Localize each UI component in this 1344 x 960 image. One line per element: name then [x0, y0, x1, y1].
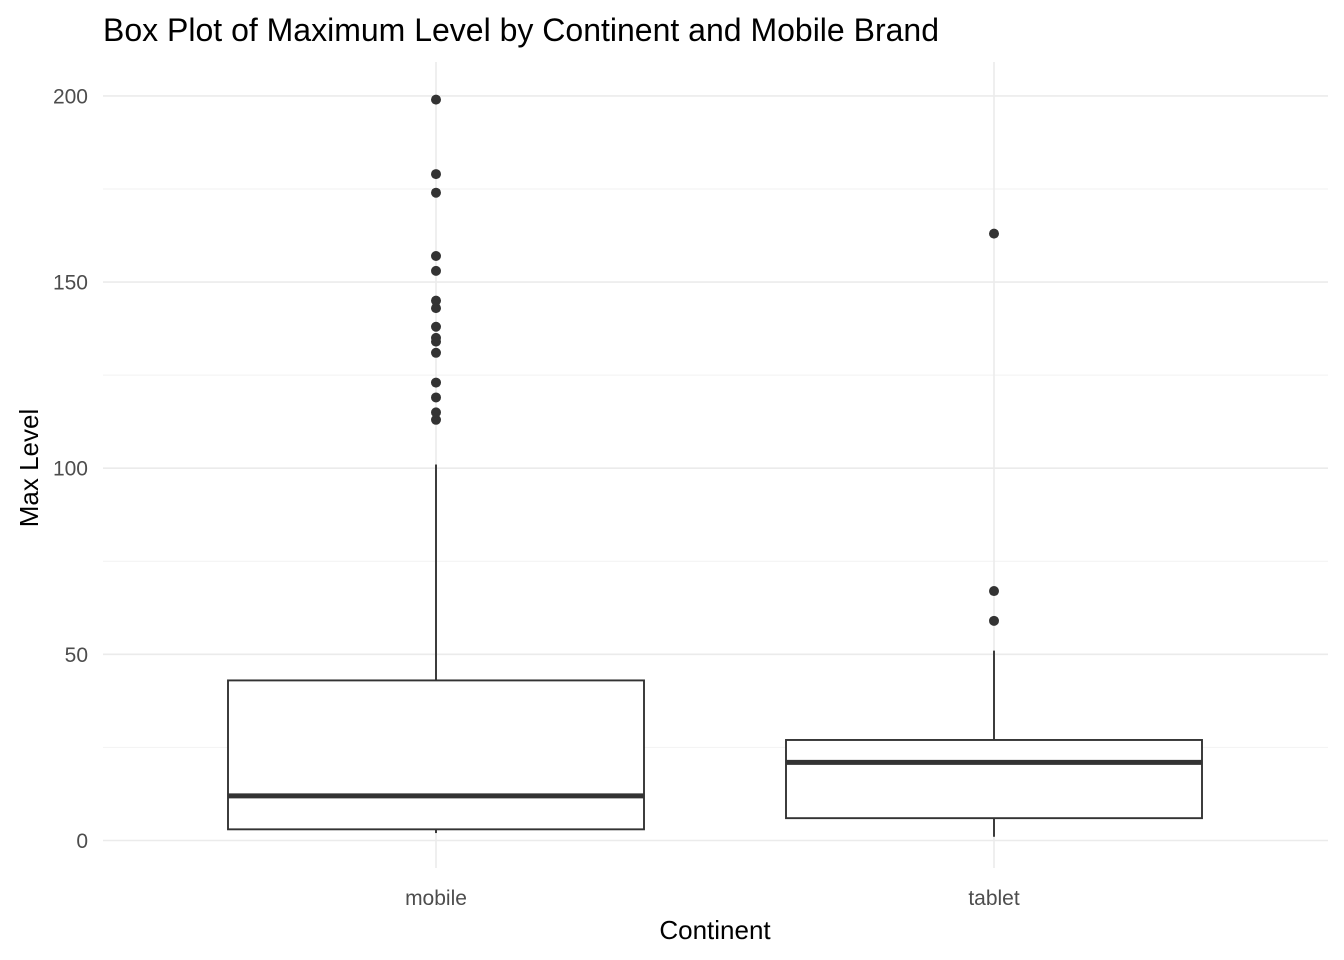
outlier-point: [431, 377, 441, 388]
outlier-point: [431, 321, 441, 332]
y-axis-title: Max Level: [14, 409, 44, 528]
x-axis-title: Continent: [659, 915, 771, 945]
box-iqr: [227, 679, 645, 831]
outlier-point: [989, 615, 999, 626]
box-tablet: [785, 228, 1203, 837]
outlier-point: [431, 407, 441, 418]
outlier-point: [431, 347, 441, 358]
outlier-point: [431, 392, 441, 403]
box-layer: [227, 94, 1203, 837]
outlier-point: [431, 250, 441, 261]
outlier-point: [989, 586, 999, 597]
box-iqr: [785, 739, 1203, 820]
x-tick-label: mobile: [405, 887, 467, 910]
outlier-point: [431, 295, 441, 306]
outlier-point: [431, 265, 441, 276]
outlier-point: [431, 303, 441, 314]
y-tick-label: 100: [53, 458, 88, 481]
y-tick-label: 200: [53, 85, 88, 108]
x-tick-label: tablet: [968, 887, 1020, 910]
outlier-point: [431, 169, 441, 180]
outlier-point: [989, 228, 999, 239]
outlier-point: [431, 187, 441, 198]
outlier-point: [431, 94, 441, 105]
outlier-point: [431, 332, 441, 343]
outlier-point: [431, 414, 441, 425]
y-tick-label: 150: [53, 272, 88, 295]
box-mobile: [227, 94, 645, 834]
y-tick-label: 0: [76, 830, 88, 853]
tick-layer: 0 50 100 150 200 mobile tablet: [53, 85, 1020, 910]
y-tick-label: 50: [65, 644, 88, 667]
chart-title: Box Plot of Maximum Level by Continent a…: [103, 12, 939, 48]
